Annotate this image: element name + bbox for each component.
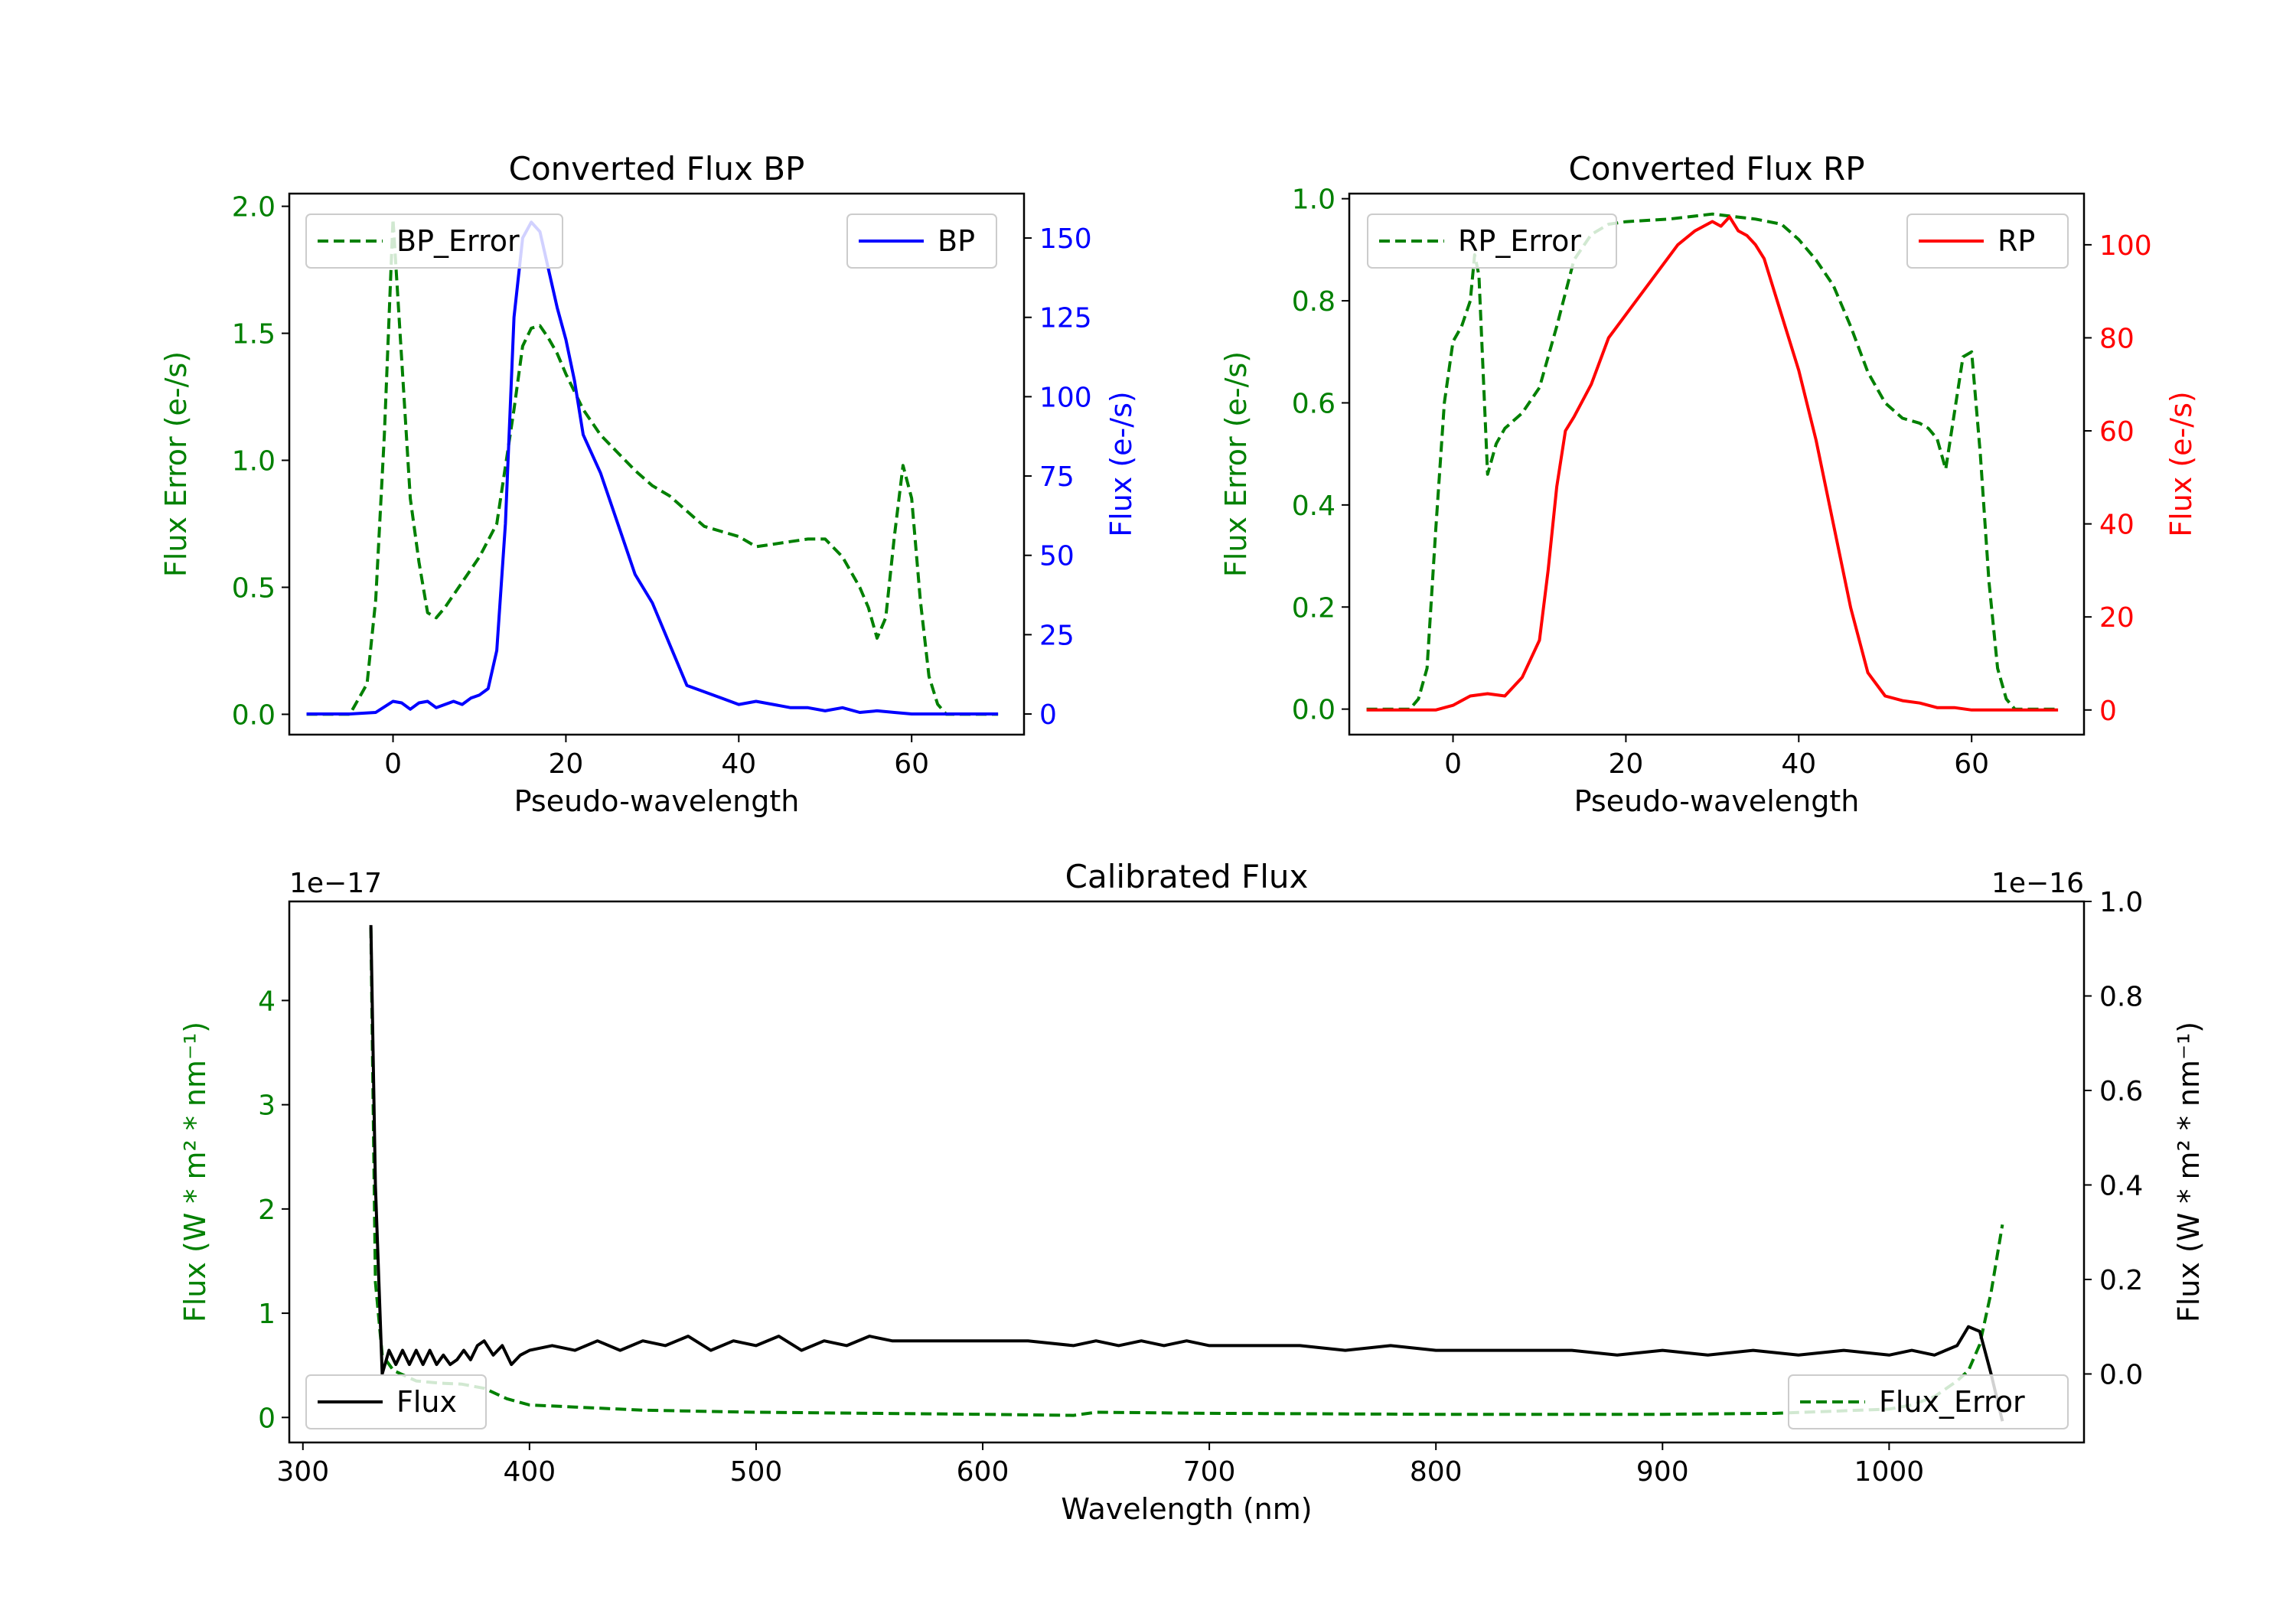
y-right-tick-label: 20 [2099, 602, 2135, 634]
y-left-tick-label: 0.5 [232, 572, 276, 604]
y-right-axis-label: Flux (e-/s) [1104, 391, 1138, 536]
y-left-tick-label: 1 [258, 1299, 276, 1330]
series-line-rp-error [1366, 212, 2059, 711]
x-tick-label: 700 [1183, 1456, 1236, 1488]
y-left-tick-label: 3 [258, 1090, 276, 1122]
y-right-tick-label: 0.6 [2099, 1076, 2143, 1107]
y-left-tick-label: 0.0 [1292, 695, 1336, 726]
legend-box-flux [305, 1374, 487, 1429]
chart-rp: 0 20 40 60 0.0 0.2 0.4 0.6 0.8 1.0 0 20 40 60 80 100 Con… [1219, 150, 2198, 818]
axes-frame [1348, 192, 2086, 736]
y-right-scale-label: 1e−16 [1991, 868, 2084, 899]
y-left-tick-label: 0.0 [232, 699, 276, 731]
legend-label-rp: RP [1998, 224, 2035, 258]
y-left-tick-label: 0 [258, 1403, 276, 1434]
y-left-tick-label: 4 [258, 986, 276, 1017]
x-tick-label: 20 [549, 748, 584, 780]
x-tick-label: 60 [1954, 748, 1989, 780]
series-line-rp [1366, 215, 2059, 712]
chart-title: Converted Flux RP [1568, 150, 1864, 187]
y-right-tick-label: 25 [1039, 620, 1075, 651]
y-right-tick-label: 50 [1039, 541, 1075, 572]
y-left-tick-label: 0.8 [1292, 286, 1336, 318]
y-right-tick-label: 0.2 [2099, 1265, 2143, 1296]
legend-label-rp-error: RP_Error [1458, 224, 1581, 258]
y-right-tick-label: 100 [1039, 382, 1092, 413]
legend-box-rp [1906, 214, 2069, 269]
legend-label-flux: Flux [396, 1385, 457, 1419]
x-tick-label: 300 [276, 1456, 329, 1488]
legend-label-bp-error: BP_Error [396, 224, 520, 258]
legend-box-flux-error [1788, 1374, 2069, 1429]
y-left-axis-label: Flux Error (e-/s) [1219, 351, 1253, 577]
y-right-tick-label: 80 [2099, 323, 2135, 354]
series-line-bp-error [306, 217, 999, 716]
y-right-tick-label: 60 [2099, 416, 2135, 448]
x-axis-label: Wavelength (nm) [1061, 1492, 1312, 1526]
y-right-tick-label: 1.0 [2099, 887, 2143, 918]
x-axis-label: Pseudo-wavelength [514, 784, 800, 818]
chart-title: Calibrated Flux [1065, 858, 1309, 895]
y-right-tick-label: 0.0 [2099, 1359, 2143, 1390]
series-line-bp [306, 220, 999, 715]
x-tick-label: 500 [730, 1456, 783, 1488]
x-tick-label: 40 [1781, 748, 1816, 780]
y-right-tick-label: 100 [2099, 230, 2152, 262]
y-right-tick-label: 150 [1039, 223, 1092, 255]
x-axis-label: Pseudo-wavelength [1574, 784, 1860, 818]
x-tick-label: 400 [503, 1456, 556, 1488]
x-tick-label: 0 [384, 748, 402, 780]
y-right-axis-label: Flux (W * m² * nm⁻¹) [2172, 1022, 2206, 1322]
x-tick-label: 60 [894, 748, 929, 780]
y-right-tick-label: 75 [1039, 461, 1075, 493]
y-right-tick-label: 0.4 [2099, 1170, 2143, 1201]
axes-frame [288, 192, 1026, 736]
y-left-axis-label: Flux Error (e-/s) [159, 351, 193, 577]
x-tick-label: 800 [1410, 1456, 1463, 1488]
y-left-tick-label: 1.0 [232, 446, 276, 478]
y-right-tick-label: 0 [1039, 699, 1057, 731]
x-tick-label: 1000 [1854, 1456, 1925, 1488]
y-right-axis-label: Flux (e-/s) [2164, 391, 2198, 536]
x-tick-label: 900 [1636, 1456, 1689, 1488]
x-tick-label: 600 [957, 1456, 1009, 1488]
y-left-tick-label: 2.0 [232, 192, 276, 223]
y-left-tick-label: 2 [258, 1195, 276, 1226]
y-left-tick-label: 0.6 [1292, 388, 1336, 419]
y-left-tick-label: 1.5 [232, 319, 276, 350]
y-left-axis-label: Flux (W * m² * nm⁻¹) [178, 1022, 212, 1322]
chart-bp: 0 20 40 60 0.0 0.5 1.0 1.5 2.0 0 25 50 75 100 125 150 Co… [159, 150, 1138, 818]
y-left-scale-label: 1e−17 [289, 868, 382, 899]
y-left-tick-label: 1.0 [1292, 184, 1336, 216]
legend-label-bp: BP [938, 224, 975, 258]
y-right-tick-label: 0 [2099, 696, 2117, 727]
chart-title: Converted Flux BP [509, 150, 805, 187]
y-left-tick-label: 0.4 [1292, 491, 1336, 522]
chart-calibrated: 300 400 500 600 700 800 900 1000 0 1 2 3 4 0.0 0.2 0.4 0… [178, 858, 2206, 1526]
legend-box-rp-error [1367, 214, 1617, 269]
axes-frame [288, 900, 2086, 1444]
series-line-flux [369, 924, 2004, 1422]
y-right-tick-label: 40 [2099, 510, 2135, 541]
y-left-tick-label: 0.2 [1292, 592, 1336, 624]
y-right-tick-label: 125 [1039, 303, 1092, 334]
x-tick-label: 40 [721, 748, 756, 780]
legend-box-bp-error [305, 214, 563, 269]
x-tick-label: 20 [1609, 748, 1644, 780]
y-right-tick-label: 0.8 [2099, 981, 2143, 1012]
x-tick-label: 0 [1444, 748, 1462, 780]
legend-label-flux-error: Flux_Error [1879, 1385, 2025, 1419]
